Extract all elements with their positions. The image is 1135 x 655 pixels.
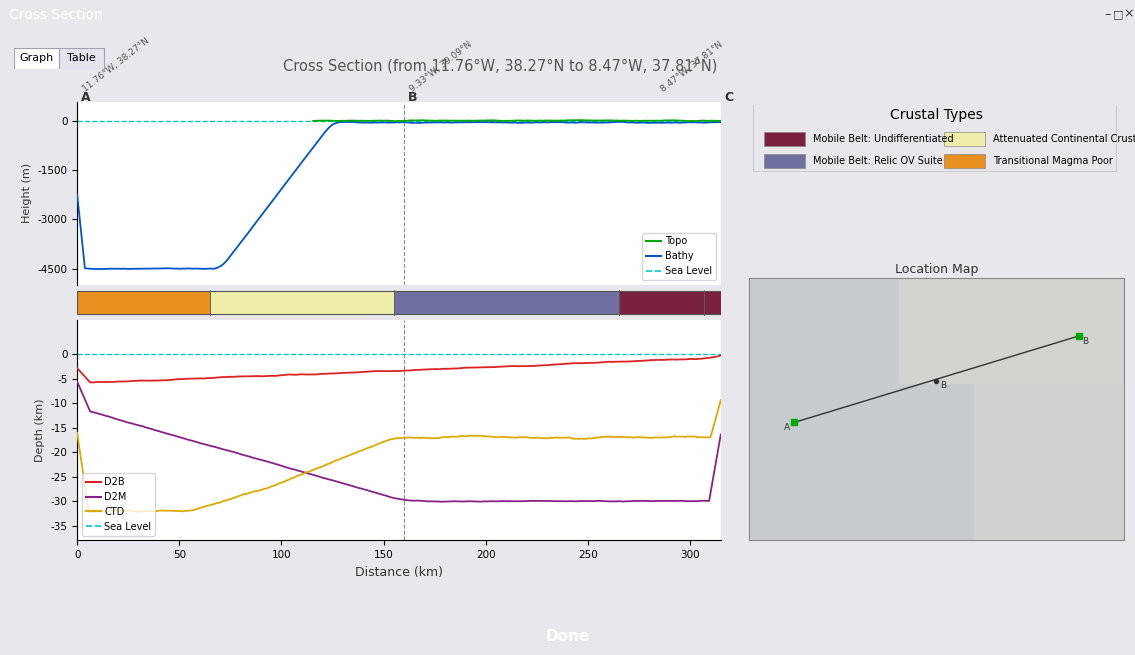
- Bar: [59, 48, 104, 69]
- Text: ×: ×: [1123, 8, 1134, 21]
- Bar: [944, 155, 985, 168]
- Title: Location Map: Location Map: [894, 263, 978, 276]
- Text: A: A: [82, 91, 91, 104]
- Bar: [394, 291, 619, 314]
- Text: Attenuated Continental Crust: Attenuated Continental Crust: [993, 134, 1135, 144]
- Text: Mobile Belt: Undifferentiated: Mobile Belt: Undifferentiated: [813, 134, 953, 144]
- Text: B: B: [940, 381, 947, 390]
- Bar: [14, 48, 59, 69]
- Text: Mobile Belt: Relic OV Suite: Mobile Belt: Relic OV Suite: [813, 157, 942, 166]
- Bar: [753, 103, 1116, 171]
- Text: B: B: [1083, 337, 1088, 346]
- Legend: Topo, Bathy, Sea Level: Topo, Bathy, Sea Level: [642, 233, 716, 280]
- Text: Cross Section (from 11.76°W, 38.27°N to 8.47°W, 37.81°N): Cross Section (from 11.76°W, 38.27°N to …: [283, 58, 717, 73]
- Bar: [944, 132, 985, 147]
- Text: –: –: [1104, 8, 1111, 21]
- Legend: D2B, D2M, CTD, Sea Level: D2B, D2M, CTD, Sea Level: [82, 473, 155, 536]
- Text: □: □: [1112, 9, 1124, 19]
- Text: C: C: [725, 91, 734, 104]
- Text: 9.33°W, 39.09°N: 9.33°W, 39.09°N: [409, 40, 473, 94]
- Text: Table: Table: [67, 53, 96, 64]
- Text: 8.47°W, 37.81°N: 8.47°W, 37.81°N: [659, 40, 725, 94]
- Text: Crustal Types: Crustal Types: [890, 108, 983, 122]
- Bar: [77, 291, 210, 314]
- Text: A: A: [783, 423, 790, 432]
- X-axis label: Distance (km): Distance (km): [355, 566, 443, 578]
- Text: Cross Section: Cross Section: [9, 8, 103, 22]
- Bar: [705, 291, 721, 314]
- Text: 11.76°W, 38.27°N: 11.76°W, 38.27°N: [82, 37, 151, 94]
- Y-axis label: Height (m): Height (m): [22, 163, 32, 223]
- Y-axis label: Depth (km): Depth (km): [35, 398, 45, 462]
- Bar: [619, 291, 705, 314]
- Text: Transitional Magma Poor: Transitional Magma Poor: [993, 157, 1112, 166]
- Text: Done: Done: [546, 629, 589, 643]
- Bar: [764, 132, 806, 147]
- Text: B: B: [409, 91, 418, 104]
- Bar: [210, 291, 394, 314]
- Text: Graph: Graph: [19, 53, 53, 64]
- Bar: [764, 155, 806, 168]
